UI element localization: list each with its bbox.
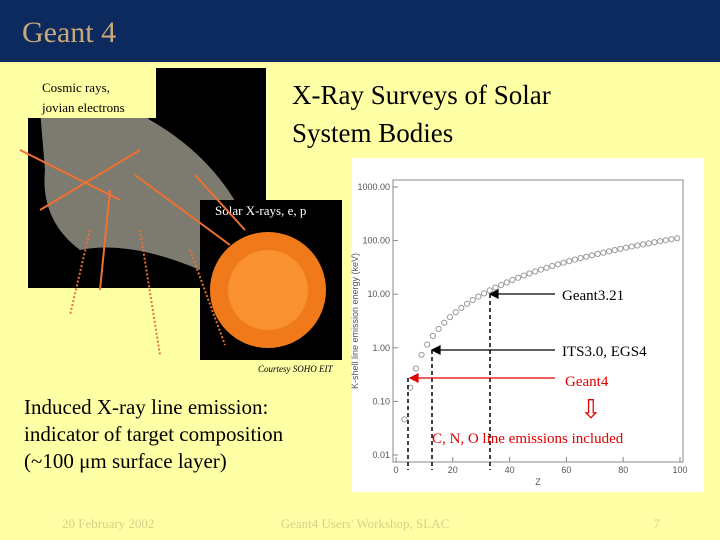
data-point — [628, 243, 635, 250]
logo: Geant 4 — [22, 16, 116, 49]
data-point — [492, 284, 499, 291]
data-point — [458, 304, 465, 311]
body-text: Induced X-ray line emission: — [24, 395, 268, 419]
solar-label: Solar X-rays, e, p — [215, 203, 306, 218]
annotation: Geant4 — [565, 374, 609, 390]
data-point — [401, 416, 408, 423]
data-point — [497, 281, 505, 289]
data-point — [622, 244, 630, 251]
data-point — [549, 262, 556, 270]
x-tick-label: 80 — [618, 465, 628, 475]
data-point — [560, 259, 567, 266]
header-bar — [0, 0, 720, 62]
data-point — [537, 266, 544, 273]
data-point — [469, 296, 476, 304]
geant4-arrow — [408, 373, 555, 383]
data-point — [418, 351, 425, 358]
cosmic-label: jovian electrons — [41, 100, 125, 115]
annotation: Geant3.21 — [562, 288, 624, 304]
y-tick-label: 10.00 — [367, 289, 390, 299]
annotation: ITS3.0, EGS4 — [562, 344, 647, 360]
data-point — [594, 250, 601, 258]
slide-title: X-Ray Surveys of Solar — [292, 80, 551, 110]
data-point — [639, 241, 647, 248]
data-point — [674, 235, 681, 242]
x-tick-label: 20 — [448, 465, 458, 475]
y-tick-label: 1.00 — [372, 343, 390, 353]
annotation: ⇩ — [580, 395, 602, 424]
body-text: (~100 μm surface layer) — [24, 449, 227, 473]
data-point — [446, 314, 454, 321]
y-tick-label: 100.00 — [362, 236, 390, 246]
x-tick-label: 40 — [505, 465, 515, 475]
x-tick-label: 0 — [393, 465, 398, 475]
data-point — [520, 272, 527, 279]
data-point — [503, 279, 510, 286]
footer-page: 7 — [654, 516, 661, 531]
sun-core — [228, 250, 308, 330]
data-point — [657, 238, 664, 245]
data-point — [577, 255, 584, 262]
emission-arrows — [69, 229, 226, 356]
data-point — [583, 253, 590, 260]
annotation-arrows — [430, 289, 555, 355]
data-point — [651, 239, 658, 246]
footer-date: 20 February 2002 — [62, 516, 154, 531]
annotation: C, N, O line emissions included — [432, 431, 624, 447]
body-text: indicator of target composition — [24, 422, 284, 446]
data-point — [617, 245, 624, 253]
data-point — [600, 249, 607, 256]
data-point — [588, 252, 596, 259]
cosmic-label: Cosmic rays, — [42, 80, 110, 95]
chart-image — [352, 158, 704, 492]
x-axis-label: Z — [535, 477, 541, 487]
data-point — [532, 268, 539, 275]
y-tick-label: 0.01 — [372, 450, 390, 460]
data-point — [452, 309, 459, 316]
y-tick-label: 0.10 — [372, 396, 390, 406]
label-box — [28, 68, 156, 118]
y-tick-label: 1000.00 — [357, 182, 390, 192]
data-point — [662, 237, 669, 244]
data-point — [571, 256, 579, 263]
data-point — [515, 274, 522, 281]
slide-title: System Bodies — [292, 118, 453, 148]
arrows — [19, 149, 246, 291]
data-point — [480, 290, 488, 297]
data-point — [441, 319, 448, 326]
data-point — [554, 261, 561, 268]
y-axis-label: K-shell line emission energy (keV) — [350, 253, 360, 389]
data-point — [634, 242, 641, 249]
data-point — [435, 325, 442, 333]
data-point — [668, 236, 675, 243]
x-tick-label: 100 — [672, 465, 687, 475]
x-tick-label: 60 — [561, 465, 571, 475]
chart: 0.01 0.10 1.00 10.00 100.00 1000.00 0 20 40 60 80 1… — [350, 179, 688, 487]
data-point — [566, 258, 573, 265]
data-point — [526, 270, 533, 277]
plot-frame — [392, 179, 684, 463]
courtesy: Courtesy SOHO EIT — [258, 364, 333, 374]
data-point — [429, 332, 437, 340]
data-point — [605, 248, 613, 255]
data-point — [475, 293, 482, 300]
data-point — [463, 300, 471, 307]
data-point — [486, 287, 493, 294]
data-point — [424, 341, 431, 348]
data-point — [412, 365, 419, 372]
data-point — [509, 276, 516, 284]
data-point — [543, 264, 550, 271]
data-point — [611, 247, 618, 254]
data-point — [645, 240, 652, 247]
footer-event: Geant4 Users' Workshop, SLAC — [281, 516, 450, 531]
z-markers — [407, 294, 491, 470]
